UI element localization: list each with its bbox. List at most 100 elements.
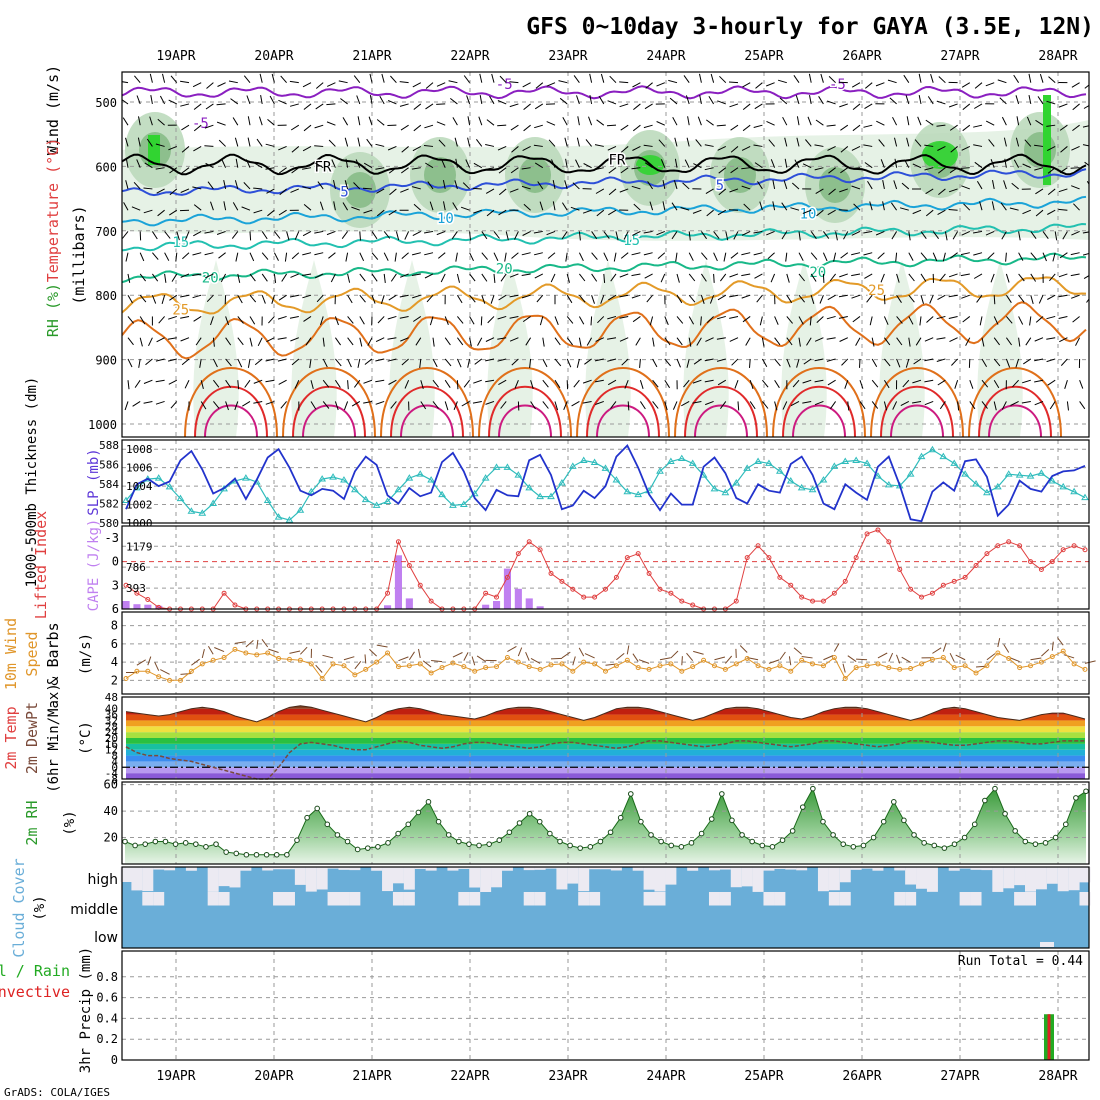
rh-point [243,851,250,858]
wind-barb [936,315,946,320]
rh-point [941,845,948,851]
wind-barb [624,380,629,389]
temp-band [126,773,1085,779]
warm-dome-contour [488,385,562,437]
wind-barb [631,167,641,170]
wind-barb [127,337,134,346]
wind-barb [883,295,886,305]
wind-barb [253,187,263,190]
wind-barb [359,252,365,262]
wind-barb [432,358,438,368]
wind-barb [509,188,519,193]
wind-barb [759,201,763,211]
wind-tick-label: 4 [111,655,118,669]
wind-barb [664,316,669,325]
wind-barb [672,117,678,126]
wind-barb [326,103,336,106]
wind-barb [948,273,958,278]
wind-barb [877,252,885,260]
lifted-index-point [145,597,151,603]
wind-barb [376,209,385,217]
wind-barb [1034,167,1044,171]
rh-plume [487,260,533,437]
wind-barb [818,96,824,105]
wind-barb [388,379,397,385]
rh-point [122,838,128,845]
thickness-point [1048,477,1057,484]
wind-barb [1047,188,1056,195]
wind-barb [904,159,910,168]
lifted-index-point [962,574,968,580]
wind-barb [1070,167,1080,169]
rh-point [860,842,867,849]
wind-barb [509,81,519,84]
wind-barb [132,401,141,407]
rh-point [253,851,260,858]
wind-barb [927,96,934,105]
wind-barb [578,231,581,241]
wind10m-point [363,666,369,672]
wind-barb [597,316,605,324]
wind-barb [162,73,166,83]
wind-barb [607,315,617,320]
wind-barb [216,121,226,126]
wind-barb [607,379,617,386]
temp-tick-label: 24 [105,726,119,739]
profile-label-rh: RH (%) [44,283,62,337]
thickness-point [721,488,730,496]
wind-barb [908,337,911,347]
wind-barb [309,358,312,368]
wind10m-barb [154,662,160,671]
temp-band [126,714,1085,721]
wind-barb [1086,298,1089,303]
cloud-mid-clear [589,892,601,906]
wind-barb [709,295,715,304]
thickness-point [863,459,871,466]
wind-barb [347,358,352,368]
wind-barb [315,162,324,169]
wind-barb [608,188,617,196]
wind-barb [230,98,239,105]
wind-barb [917,116,922,126]
thickness-point [547,492,555,500]
wind-barb [265,167,275,170]
wind-barb [802,209,812,214]
wind-barb [127,380,130,390]
cloud-high-clear [294,867,306,885]
wind-barb [559,97,568,105]
wind-barb [164,273,167,283]
wind-barb [950,252,958,259]
wind-barb [204,252,214,256]
wind-barb [315,103,324,110]
wind-barb [225,337,232,346]
wind-barb [1092,401,1098,408]
wind-barb [400,188,409,193]
wind-barb [786,358,791,368]
wind-barb [481,295,486,304]
cloud-mid-clear [327,892,339,906]
rh-point [749,838,755,845]
thickness-point [1070,487,1078,495]
thickness-point [950,459,959,466]
wind10m-point [1028,663,1034,669]
wind-barb [278,209,287,216]
wind-barb [851,82,861,88]
wind-barb [851,273,861,277]
wind-barb [656,121,666,126]
wind-barb [234,180,239,190]
wind-barb [314,230,324,234]
wind-barb [511,146,519,153]
cloud-high-clear [283,867,295,870]
wind-barb [155,358,165,362]
temp-label-line3: (6hr Min/Max) [46,683,62,793]
rh-point [891,799,897,805]
wind-barb [1005,273,1010,283]
wind-barb [291,252,300,260]
thickness-point [176,494,185,502]
wind10m-point [199,661,205,667]
cape-bar [525,598,533,609]
thickness-point [525,483,534,491]
wind-barb [156,188,165,194]
wind-barb [573,379,580,388]
wind-barb [432,379,439,388]
